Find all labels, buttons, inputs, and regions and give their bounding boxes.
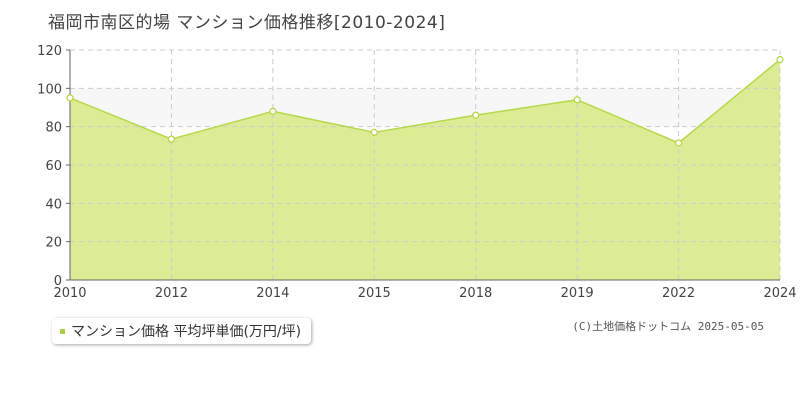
y-tick-label: 0: [54, 274, 62, 289]
y-tick-label: 80: [45, 121, 62, 136]
plot-band: [70, 88, 780, 127]
data-point: [167, 135, 176, 143]
x-tick-label: 2010: [53, 286, 86, 301]
x-tick-label: 2015: [358, 286, 391, 301]
x-tick-label: 2012: [155, 286, 188, 301]
y-tick-label: 40: [45, 197, 62, 212]
data-point: [472, 111, 480, 119]
chart-title: 福岡市南区的場 マンション価格推移[2010-2024]: [48, 13, 446, 33]
data-point: [776, 55, 784, 64]
legend-marker: [60, 328, 65, 334]
y-tick-label: 20: [45, 236, 62, 251]
x-tick-label: 2024: [763, 286, 796, 301]
data-point: [269, 107, 277, 115]
copyright-text: (C)土地価格ドットコム 2025-05-05: [572, 320, 764, 333]
y-tick-label: 120: [37, 44, 62, 59]
data-point: [370, 128, 378, 137]
y-tick-label: 60: [45, 159, 62, 174]
data-point: [674, 139, 683, 147]
series-area: [70, 59, 780, 281]
series-line: [69, 59, 781, 144]
x-tick-label: 2022: [662, 286, 695, 301]
x-tick-label: 2014: [256, 286, 289, 301]
legend-label: マンション価格 平均坪単価(万円/坪): [71, 324, 302, 340]
x-tick-label: 2018: [459, 286, 492, 301]
legend: マンション価格 平均坪単価(万円/坪): [52, 318, 312, 344]
data-point: [66, 94, 74, 102]
y-tick-label: 100: [37, 82, 62, 97]
data-point: [573, 96, 581, 104]
x-tick-label: 2019: [561, 286, 594, 301]
